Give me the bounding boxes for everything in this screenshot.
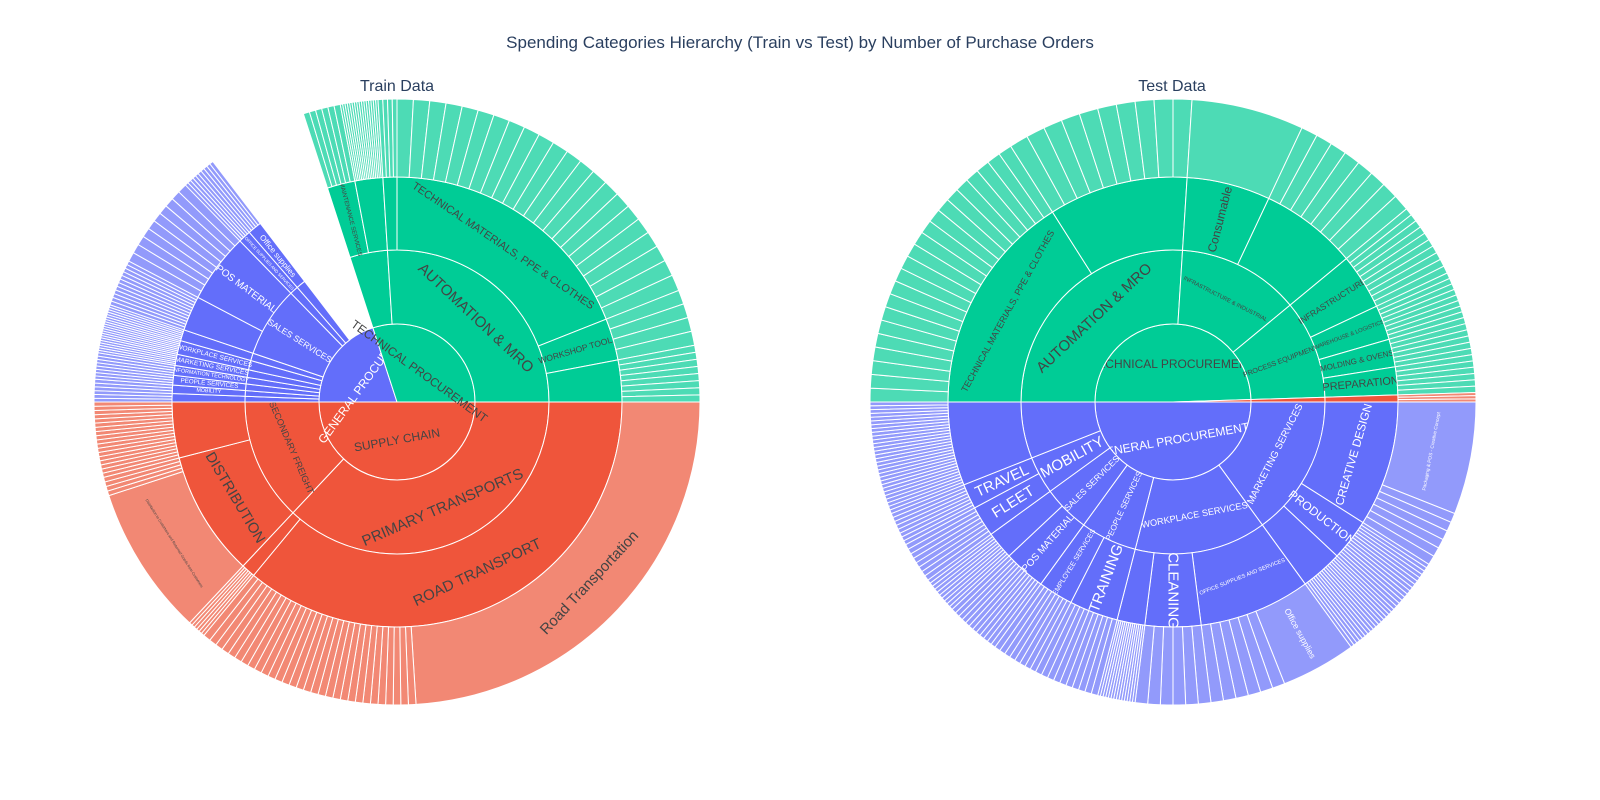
segment-office-supplies-outer-4[interactable] (209, 160, 261, 226)
segment-leaf-outer-3[interactable] (391, 98, 398, 178)
segment-leaf-outer-29[interactable] (869, 401, 949, 407)
train-chart-subtitle: Train Data (359, 78, 435, 95)
chart-title: Spending Categories Hierarchy (Train vs … (506, 33, 1094, 52)
segment-leaf-outer-2[interactable] (1397, 398, 1477, 403)
segment-leaf-outer-7[interactable] (621, 394, 701, 403)
segment-cleaning[interactable] (1144, 552, 1202, 628)
segment-leaf-outer-17[interactable] (93, 401, 173, 407)
test-chart-subtitle: Test Data (1138, 78, 1206, 95)
segment-level2[interactable] (349, 249, 393, 329)
